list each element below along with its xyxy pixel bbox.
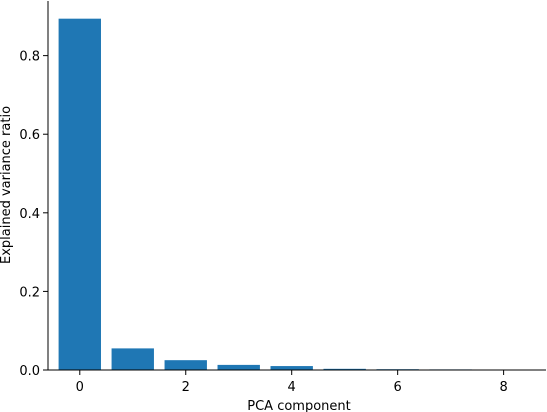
- bar-component-0: [58, 18, 101, 371]
- x-axis-label: PCA component: [247, 399, 351, 412]
- x-tick-label: 6: [394, 380, 402, 395]
- bar-component-5: [323, 368, 366, 370]
- y-tick-label: 0.4: [19, 207, 40, 222]
- y-tick-label: 0.8: [19, 50, 40, 65]
- bar-component-4: [270, 366, 313, 370]
- bar-component-2: [164, 360, 207, 370]
- y-axis-label: Explained variance ratio: [0, 106, 14, 264]
- x-tick-label: 2: [182, 380, 190, 395]
- x-tick-label: 4: [288, 380, 296, 395]
- x-tick-label: 0: [76, 380, 84, 395]
- axes-group: [47, 1, 546, 371]
- y-tick-label: 0.0: [19, 364, 40, 379]
- y-tick-label: 0.2: [19, 285, 40, 300]
- y-ticks-group: 0.0 0.2 0.4 0.6 0.8: [19, 50, 48, 379]
- y-tick-label: 0.6: [19, 128, 40, 143]
- bar-component-1: [111, 348, 154, 370]
- bars-group: [58, 18, 525, 371]
- x-tick-label: 8: [499, 380, 507, 395]
- bar-component-3: [217, 364, 260, 370]
- x-ticks-group: 0 2 4 6 8: [76, 370, 508, 395]
